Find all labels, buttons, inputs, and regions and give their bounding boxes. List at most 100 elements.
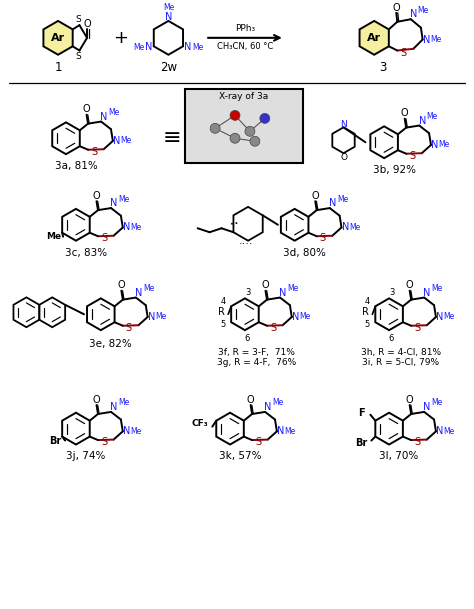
Text: F: F	[358, 407, 365, 418]
Text: Me: Me	[118, 195, 129, 203]
Text: 5: 5	[220, 320, 226, 329]
Text: X-ray of 3a: X-ray of 3a	[219, 92, 269, 101]
Text: 1: 1	[55, 61, 62, 74]
Polygon shape	[44, 21, 73, 55]
Circle shape	[260, 113, 270, 124]
Text: Me: Me	[443, 427, 455, 436]
Text: CF₃: CF₃	[192, 419, 209, 428]
Text: 3b, 92%: 3b, 92%	[373, 165, 416, 175]
Text: O: O	[401, 108, 409, 118]
Text: N: N	[145, 42, 153, 52]
Circle shape	[210, 124, 220, 133]
Text: N: N	[165, 12, 172, 22]
Text: Me: Me	[287, 284, 299, 293]
Text: N: N	[431, 140, 438, 150]
Text: N: N	[135, 287, 143, 298]
Text: N: N	[279, 287, 287, 298]
Text: 3l, 70%: 3l, 70%	[379, 451, 419, 462]
Text: Me: Me	[430, 35, 441, 44]
Text: N: N	[110, 402, 118, 412]
Text: N: N	[148, 312, 155, 322]
Text: ≡: ≡	[163, 128, 182, 148]
Text: +: +	[113, 29, 128, 47]
Text: 3: 3	[245, 288, 251, 297]
Text: 6: 6	[244, 334, 250, 343]
Text: Me: Me	[163, 2, 174, 12]
Text: N: N	[410, 9, 418, 19]
Text: N: N	[123, 222, 130, 233]
Text: ····: ····	[239, 239, 253, 248]
Text: N: N	[110, 198, 118, 208]
Text: O: O	[83, 19, 91, 29]
Text: Me: Me	[337, 195, 348, 203]
Text: O: O	[340, 153, 347, 161]
Text: N: N	[292, 312, 300, 322]
Text: 6: 6	[388, 334, 394, 343]
Text: Me: Me	[130, 223, 141, 232]
Text: N: N	[340, 120, 347, 129]
Text: S: S	[75, 52, 82, 61]
Text: 5: 5	[365, 320, 370, 329]
Text: N: N	[113, 136, 120, 146]
Text: 3: 3	[390, 288, 395, 297]
Text: R: R	[218, 308, 225, 317]
Text: N: N	[100, 111, 108, 122]
Text: S: S	[414, 437, 420, 447]
Circle shape	[230, 110, 240, 121]
Text: Me: Me	[431, 284, 443, 293]
Text: 3h, R = 4-Cl, 81%: 3h, R = 4-Cl, 81%	[361, 348, 441, 356]
Text: 2w: 2w	[160, 61, 177, 74]
Text: N: N	[436, 312, 444, 322]
Text: Me: Me	[417, 6, 428, 15]
Text: Me: Me	[118, 398, 129, 407]
Text: S: S	[255, 437, 261, 447]
Text: Me: Me	[120, 136, 131, 146]
Text: S: S	[400, 48, 406, 57]
Text: Me: Me	[299, 312, 310, 322]
Text: O: O	[93, 395, 100, 404]
Text: S: S	[270, 323, 276, 333]
Text: O: O	[311, 191, 319, 201]
Text: S: S	[319, 233, 326, 243]
Text: N: N	[184, 42, 191, 52]
Text: Br: Br	[49, 435, 61, 446]
Text: Ar: Ar	[51, 33, 65, 43]
Text: S: S	[91, 147, 97, 157]
Text: Me: Me	[438, 141, 449, 149]
Text: N: N	[123, 426, 130, 436]
Text: O: O	[83, 104, 91, 114]
Text: S: S	[75, 15, 82, 24]
Text: Me: Me	[130, 427, 141, 436]
Text: 3d, 80%: 3d, 80%	[283, 248, 326, 258]
Text: Ar: Ar	[367, 33, 381, 43]
Text: Me: Me	[284, 427, 295, 436]
Text: N: N	[436, 426, 444, 436]
Text: PPh₃: PPh₃	[235, 24, 255, 33]
Text: O: O	[406, 280, 413, 290]
Text: N: N	[264, 402, 272, 412]
Text: N: N	[423, 287, 431, 298]
Text: S: S	[414, 323, 420, 333]
Text: R: R	[362, 308, 369, 317]
Text: Me: Me	[155, 312, 166, 322]
Text: N: N	[423, 35, 430, 44]
Text: Me: Me	[443, 312, 455, 322]
Text: O: O	[93, 191, 100, 201]
Circle shape	[230, 133, 240, 143]
Text: S: S	[409, 150, 415, 161]
Text: 3: 3	[379, 61, 386, 74]
Text: O: O	[406, 395, 413, 404]
Text: N: N	[423, 402, 431, 412]
Text: Me: Me	[133, 43, 145, 52]
Text: N: N	[277, 426, 284, 436]
Text: O: O	[118, 280, 125, 290]
Text: Me: Me	[427, 112, 438, 121]
Text: Me: Me	[349, 223, 360, 232]
Text: O: O	[392, 3, 400, 13]
Text: Br: Br	[356, 437, 367, 448]
Text: N: N	[419, 116, 426, 125]
Polygon shape	[360, 21, 389, 55]
Text: CH₃CN, 60 °C: CH₃CN, 60 °C	[217, 42, 273, 51]
Text: Me: Me	[46, 232, 62, 241]
Bar	[185, 88, 302, 163]
